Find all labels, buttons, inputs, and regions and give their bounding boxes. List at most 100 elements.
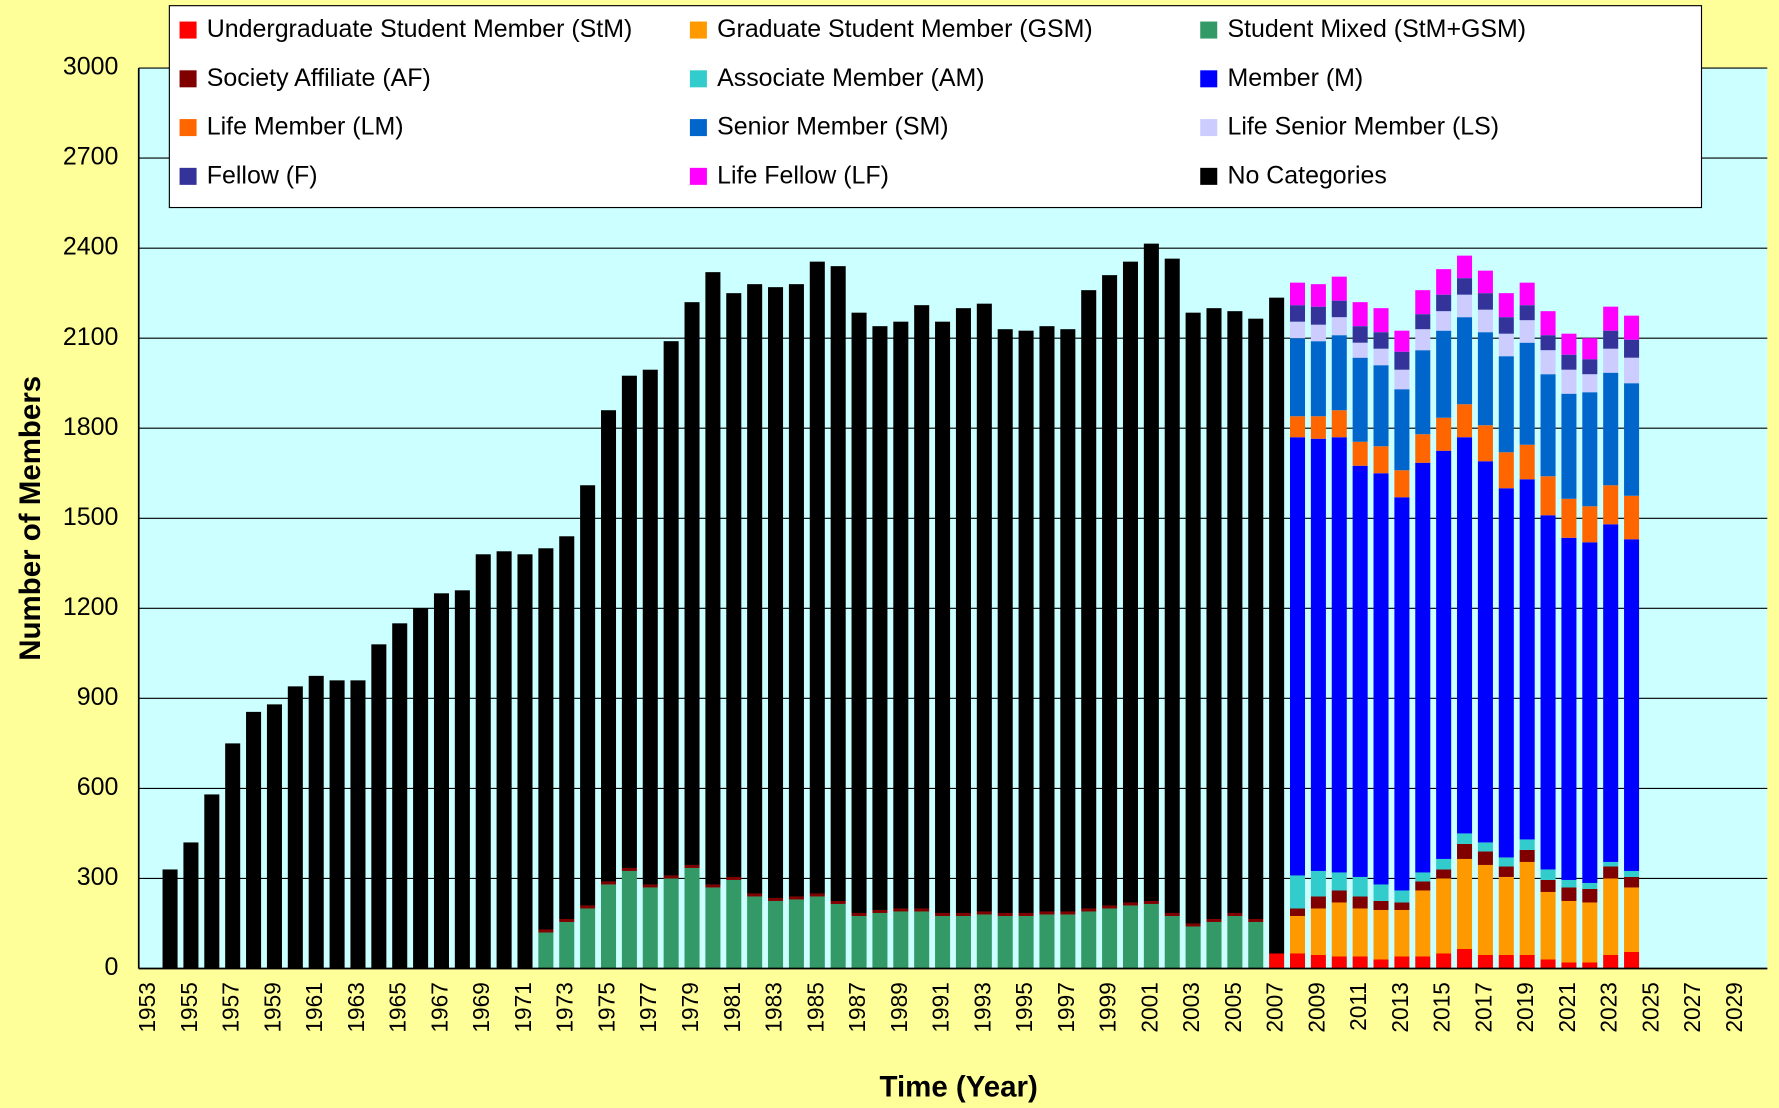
bar-segment <box>872 326 888 910</box>
y-tick-label: 1500 <box>63 503 118 531</box>
bar-segment <box>1457 278 1473 295</box>
legend-swatch <box>1200 119 1218 137</box>
bar-segment <box>1394 369 1410 390</box>
legend-swatch <box>1200 167 1218 185</box>
bar-segment <box>1331 872 1347 891</box>
y-tick-label: 3000 <box>63 53 118 81</box>
bar-segment <box>1477 955 1493 969</box>
legend-label: Student Mixed (StM+GSM) <box>1227 15 1526 43</box>
x-tick-label: 2015 <box>1429 982 1455 1032</box>
bar-segment <box>1457 858 1473 949</box>
bar-segment <box>1373 308 1389 333</box>
legend-label: Life Fellow (LF) <box>717 162 889 190</box>
x-tick-label: 1957 <box>218 982 244 1032</box>
bar-segment <box>1498 452 1514 489</box>
bar-segment <box>1039 326 1055 912</box>
bar-segment <box>1457 948 1473 969</box>
bar-segment <box>1603 878 1619 956</box>
bar-segment <box>1603 866 1619 879</box>
bar-segment <box>851 915 867 969</box>
x-tick-label: 1963 <box>343 982 369 1032</box>
bar-segment <box>1143 903 1159 969</box>
bar-segment <box>1415 290 1431 315</box>
bar-segment <box>1519 849 1535 862</box>
bar-segment <box>1498 333 1514 357</box>
bar-segment <box>893 908 909 912</box>
x-tick-label: 2009 <box>1303 982 1329 1032</box>
bar-segment <box>1540 515 1556 870</box>
bar-segment <box>935 321 951 913</box>
bar-segment <box>1310 870 1326 897</box>
bar-segment <box>1582 882 1598 889</box>
bar-segment <box>1289 321 1306 339</box>
bar-segment <box>1373 332 1389 349</box>
bar-segment <box>1519 320 1535 343</box>
legend-label: Life Member (LM) <box>207 113 404 141</box>
bar-segment <box>1331 902 1347 957</box>
y-tick-label: 300 <box>77 863 119 891</box>
x-tick-label: 1993 <box>969 982 995 1032</box>
bar-segment <box>329 680 345 969</box>
x-tick-label: 2023 <box>1596 982 1622 1032</box>
bar-segment <box>1415 462 1431 873</box>
bar-segment <box>621 867 637 871</box>
bar-segment <box>684 864 700 868</box>
bar-segment <box>1582 542 1598 883</box>
bars <box>162 243 1640 969</box>
bar-segment <box>1561 393 1577 499</box>
bar-segment <box>1394 497 1410 891</box>
bar-segment <box>976 911 992 915</box>
bar-segment <box>1582 392 1598 507</box>
bar-segment <box>1248 921 1264 969</box>
bar-segment <box>1415 434 1431 463</box>
bar-segment <box>350 680 366 969</box>
bar-segment <box>1039 911 1055 915</box>
bar-segment <box>1561 962 1577 969</box>
x-tick-label: 1979 <box>677 982 703 1032</box>
bar-segment <box>1624 539 1640 871</box>
bar-segment <box>1540 879 1556 892</box>
bar-segment <box>1603 861 1619 867</box>
bar-segment <box>559 918 575 922</box>
legend-label: No Categories <box>1227 162 1386 190</box>
bar-segment <box>1039 914 1055 969</box>
bar-segment <box>1331 956 1347 969</box>
bar-segment <box>1060 911 1076 915</box>
bar-segment <box>433 593 449 969</box>
bar-segment <box>1352 896 1368 909</box>
bar-segment <box>726 879 742 969</box>
y-tick-label: 0 <box>104 953 118 981</box>
bar-segment <box>1624 887 1640 952</box>
bar-segment <box>768 897 784 901</box>
bar-segment <box>1206 308 1222 919</box>
bar-segment <box>1561 537 1577 880</box>
bar-segment <box>1436 417 1452 451</box>
x-tick-label: 1997 <box>1053 982 1079 1032</box>
x-tick-label: 2013 <box>1387 982 1413 1032</box>
bar-segment <box>976 303 992 912</box>
x-tick-label: 2007 <box>1262 982 1288 1032</box>
legend-swatch <box>179 167 197 185</box>
bar-segment <box>496 551 512 969</box>
bar-segment <box>1540 335 1556 351</box>
bar-segment <box>1310 908 1326 956</box>
bar-segment <box>1102 905 1118 909</box>
bar-segment <box>538 932 554 969</box>
legend-swatch <box>689 21 707 39</box>
bar-segment <box>1540 891 1556 960</box>
bar-segment <box>1081 911 1097 969</box>
bar-segment <box>1624 383 1640 496</box>
bar-segment <box>642 887 658 969</box>
bar-segment <box>1415 350 1431 435</box>
bar-segment <box>1289 915 1306 954</box>
bar-segment <box>1185 923 1201 927</box>
bar-segment <box>1624 870 1640 877</box>
bar-segment <box>747 896 763 969</box>
bar-segment <box>1331 335 1347 411</box>
bar-segment <box>1289 305 1306 322</box>
bar-segment <box>1477 851 1493 865</box>
bar-segment <box>1477 425 1493 462</box>
legend-swatch <box>179 21 197 39</box>
bar-segment <box>1582 902 1598 963</box>
